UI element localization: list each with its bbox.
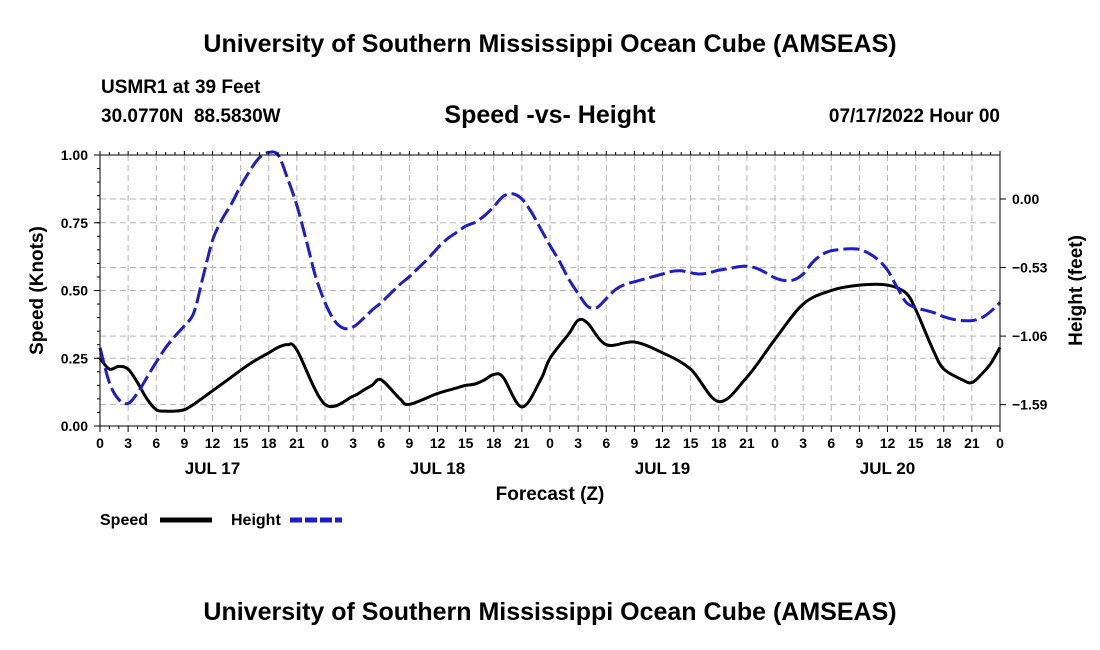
x-tick-label: 9: [630, 435, 638, 451]
day-label: JUL 17: [185, 459, 240, 478]
series-line-height: [98, 150, 1002, 406]
y2-tick-label: −1.06: [1012, 328, 1048, 344]
y2-tick-label: −1.59: [1012, 397, 1048, 413]
x-tick-label: 18: [261, 435, 277, 451]
x-tick-label: 15: [908, 435, 924, 451]
legend-speed-label: Speed: [100, 512, 148, 529]
x-tick-label: 21: [964, 435, 980, 451]
chart-title: University of Southern Mississippi Ocean…: [203, 30, 897, 58]
x-tick-label: 3: [574, 435, 582, 451]
x-tick-label: 6: [377, 435, 385, 451]
x-tick-label: 9: [855, 435, 863, 451]
series-line-speed: [98, 282, 1002, 413]
x-tick-label: 18: [486, 435, 502, 451]
x-tick-label: 9: [180, 435, 188, 451]
x-tick-label: 9: [405, 435, 413, 451]
y2-axis-title: Height (feet): [1066, 235, 1087, 346]
y2-tick-label: −0.53: [1012, 260, 1048, 276]
coordinates-label: 30.0770N 88.5830W: [101, 106, 281, 127]
x-tick-label: 6: [602, 435, 610, 451]
y-tick-label: 0.25: [61, 350, 88, 366]
forecast-date: 07/17/2022 Hour 00: [828, 106, 1000, 127]
x-tick-label: 21: [739, 435, 755, 451]
x-tick-label: 21: [289, 435, 305, 451]
y-tick-label: 1.00: [61, 147, 88, 163]
axis-ticks: [94, 151, 1006, 432]
day-label: JUL 20: [860, 459, 915, 478]
x-tick-label: 6: [827, 435, 835, 451]
x-tick-label: 21: [514, 435, 530, 451]
chart-subtitle: Speed -vs- Height: [444, 101, 656, 129]
station-label: USMR1 at 39 Feet: [101, 77, 261, 98]
y2-tick-label: 0.00: [1012, 191, 1039, 207]
x-tick-label: 18: [711, 435, 727, 451]
x-tick-label: 15: [233, 435, 249, 451]
y-tick-label: 0.00: [61, 418, 88, 434]
x-tick-label: 15: [683, 435, 699, 451]
x-tick-label: 12: [430, 435, 446, 451]
x-axis-title: Forecast (Z): [496, 484, 605, 505]
x-tick-label: 0: [771, 435, 779, 451]
legend: Speed Height: [100, 512, 342, 529]
x-tick-label: 0: [546, 435, 554, 451]
legend-height-label: Height: [231, 512, 281, 529]
footer-title: University of Southern Mississippi Ocean…: [203, 598, 897, 626]
x-tick-label: 3: [124, 435, 132, 451]
x-tick-label: 0: [96, 435, 104, 451]
y-tick-label: 0.50: [61, 283, 88, 299]
axis-labels: 0 3 6 9 12 15 18 21 0 3 6 9 12 15 18 21 0 3 6 9 12 15 18 21 0 3 6 9…: [61, 147, 1048, 478]
x-tick-label: 15: [458, 435, 474, 451]
x-tick-label: 12: [205, 435, 221, 451]
day-label: JUL 19: [635, 459, 690, 478]
y-tick-label: 0.75: [61, 215, 88, 231]
series-lines: [98, 150, 1002, 413]
x-tick-label: 6: [152, 435, 160, 451]
x-tick-label: 0: [321, 435, 329, 451]
x-tick-label: 12: [655, 435, 671, 451]
x-tick-label: 18: [936, 435, 952, 451]
x-tick-label: 3: [799, 435, 807, 451]
x-tick-label: 3: [349, 435, 357, 451]
x-tick-label: 12: [880, 435, 896, 451]
x-tick-label: 0: [996, 435, 1004, 451]
y-axis-title: Speed (Knots): [27, 226, 48, 355]
grid-lines: [100, 155, 1000, 426]
day-label: JUL 18: [410, 459, 465, 478]
